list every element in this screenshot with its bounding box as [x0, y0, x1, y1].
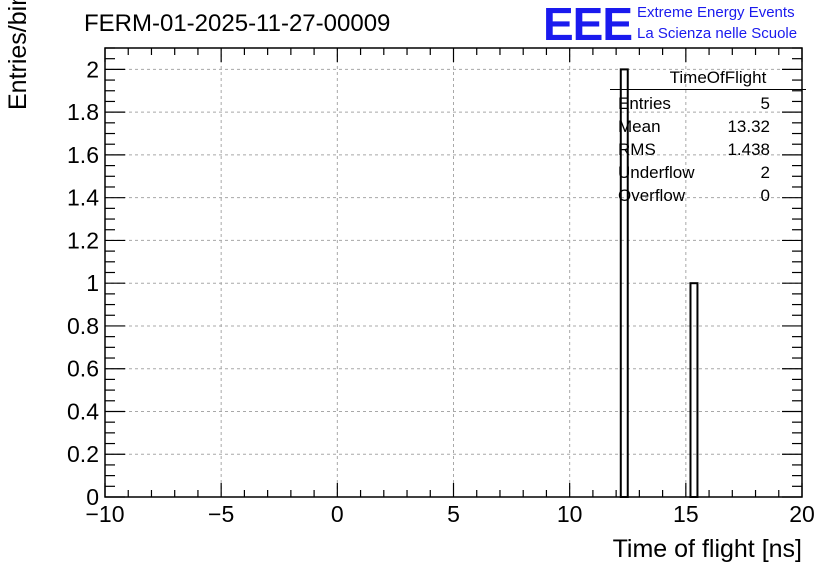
stats-value: 13.32 [727, 117, 770, 136]
x-tick-label: 10 [557, 501, 583, 527]
x-tick-label: 0 [331, 501, 344, 527]
y-tick-label: 0.8 [67, 313, 99, 339]
stats-title: TimeOfFlight [669, 68, 767, 87]
stats-row: Mean 13.32 [610, 115, 806, 138]
stats-value: 5 [760, 94, 770, 113]
run-title: FERM-01-2025-11-27-00009 [84, 10, 391, 37]
x-tick-label: 15 [673, 501, 699, 527]
x-tick-label: −10 [85, 501, 124, 527]
stats-row: RMS 1.438 [610, 138, 806, 161]
x-tick-label: 20 [789, 501, 815, 527]
y-tick-label: 1 [86, 270, 99, 296]
y-tick-label: 1.8 [67, 99, 99, 125]
y-tick-label: 0 [86, 484, 99, 510]
grid-layer [104, 48, 803, 498]
stats-row: Overflow 0 [610, 184, 806, 207]
y-tick-label: 1.2 [67, 227, 99, 253]
stats-label: RMS [618, 140, 656, 159]
axis-layer [104, 47, 803, 498]
x-axis-label: Time of flight [ns] [612, 535, 802, 563]
stats-divider [610, 89, 806, 90]
stats-label: Mean [618, 117, 661, 136]
stats-label: Entries [618, 94, 671, 113]
logo-subtitle-2: La Scienza nelle Scuole [637, 25, 798, 42]
y-tick-label: 1.6 [67, 142, 99, 168]
logo-subtitle-1: Extreme Energy Events [637, 4, 795, 21]
stats-box: TimeOfFlight Entries 5 Mean 13.32 RMS 1.… [610, 67, 806, 207]
stats-row: Underflow 2 [610, 161, 806, 184]
stats-label: Underflow [618, 163, 695, 182]
y-tick-label: 1.4 [67, 185, 99, 211]
x-tick-label: −5 [208, 501, 234, 527]
y-tick-label: 0.4 [67, 398, 99, 424]
y-tick-label: 0.6 [67, 356, 99, 382]
stats-value: 0 [760, 186, 770, 205]
y-axis-label: Entries/bin [4, 0, 32, 110]
histogram-bar [689, 282, 699, 499]
stats-row: Entries 5 [610, 92, 806, 115]
y-tick-label: 2 [86, 56, 99, 82]
y-tick-label: 0.2 [67, 441, 99, 467]
x-tick-label: 5 [447, 501, 460, 527]
eee-logo: EEE [543, 0, 633, 50]
stats-value: 1.438 [727, 140, 770, 159]
stats-label: Overflow [618, 186, 686, 205]
stats-value: 2 [760, 163, 770, 182]
